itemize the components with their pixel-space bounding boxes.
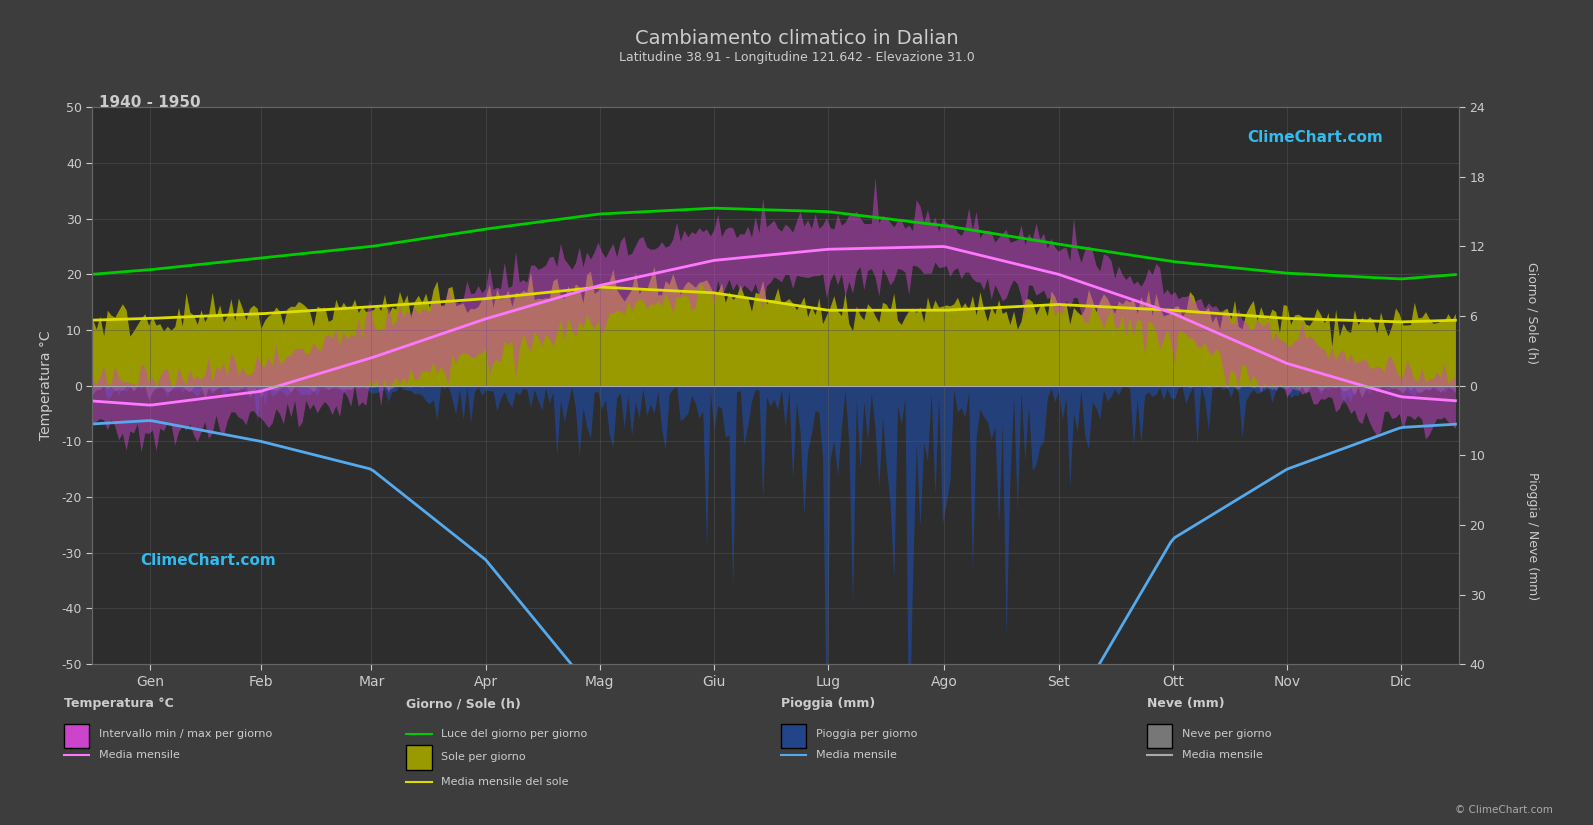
Text: © ClimeChart.com: © ClimeChart.com — [1456, 805, 1553, 815]
Text: Latitudine 38.91 - Longitudine 121.642 - Elevazione 31.0: Latitudine 38.91 - Longitudine 121.642 -… — [618, 51, 975, 64]
Text: Intervallo min / max per giorno: Intervallo min / max per giorno — [99, 729, 272, 739]
Text: Giorno / Sole (h): Giorno / Sole (h) — [406, 697, 521, 710]
Text: Media mensile del sole: Media mensile del sole — [441, 777, 569, 787]
Text: Media mensile: Media mensile — [99, 750, 180, 760]
Text: ClimeChart.com: ClimeChart.com — [1247, 130, 1383, 144]
Text: Media mensile: Media mensile — [816, 750, 897, 760]
Text: 1940 - 1950: 1940 - 1950 — [99, 95, 201, 110]
Text: Giorno / Sole (h): Giorno / Sole (h) — [1526, 262, 1539, 365]
Text: Media mensile: Media mensile — [1182, 750, 1263, 760]
Text: Neve per giorno: Neve per giorno — [1182, 729, 1271, 739]
Text: Sole per giorno: Sole per giorno — [441, 752, 526, 761]
Text: ClimeChart.com: ClimeChart.com — [140, 553, 276, 568]
Text: Pioggia / Neve (mm): Pioggia / Neve (mm) — [1526, 472, 1539, 601]
Text: Neve (mm): Neve (mm) — [1147, 697, 1225, 710]
Y-axis label: Temperatura °C: Temperatura °C — [40, 331, 53, 441]
Text: Pioggia per giorno: Pioggia per giorno — [816, 729, 918, 739]
Text: Temperatura °C: Temperatura °C — [64, 697, 174, 710]
Text: Cambiamento climatico in Dalian: Cambiamento climatico in Dalian — [634, 29, 959, 48]
Text: Pioggia (mm): Pioggia (mm) — [781, 697, 875, 710]
Text: Luce del giorno per giorno: Luce del giorno per giorno — [441, 729, 588, 739]
